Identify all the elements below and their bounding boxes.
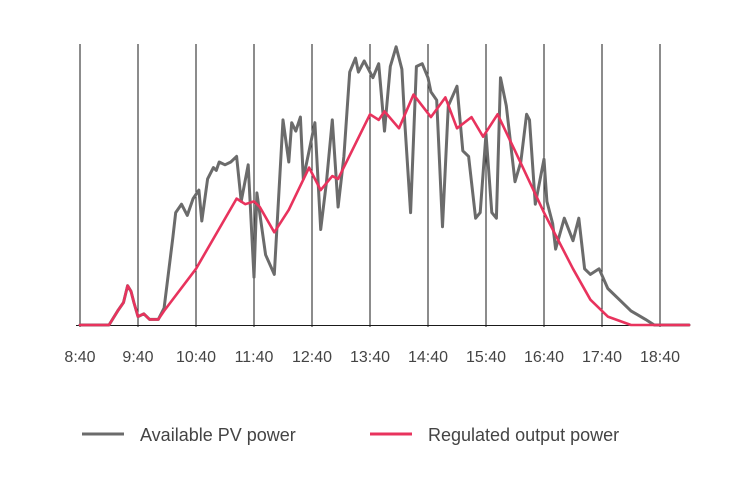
series-line-available-pv-power <box>78 45 691 327</box>
legend-label-1: Regulated output power <box>428 425 619 445</box>
x-tick-label: 14:40 <box>408 349 448 366</box>
series-line-regulated-output-power <box>78 93 691 327</box>
x-tick-label: 8:40 <box>64 349 95 366</box>
series-lines <box>78 45 691 327</box>
x-tick-label: 15:40 <box>466 349 506 366</box>
x-tick-label: 11:40 <box>235 349 274 366</box>
x-tick-labels: 8:40 9:40 10:40 11:40 12:40 13:40 14:40 15:40 16… <box>64 349 680 366</box>
x-tick-label: 12:40 <box>292 349 332 366</box>
x-tick-label: 18:40 <box>640 349 680 366</box>
grid-lines <box>79 44 661 327</box>
x-tick-label: 17:40 <box>582 349 622 366</box>
legend: Available PV power Regulated output power <box>82 425 619 445</box>
legend-label-0: Available PV power <box>140 425 296 445</box>
x-tick-label: 13:40 <box>350 349 390 366</box>
x-tick-label: 9:40 <box>122 349 153 366</box>
x-tick-label: 16:40 <box>524 349 564 366</box>
x-tick-label: 10:40 <box>176 349 216 366</box>
